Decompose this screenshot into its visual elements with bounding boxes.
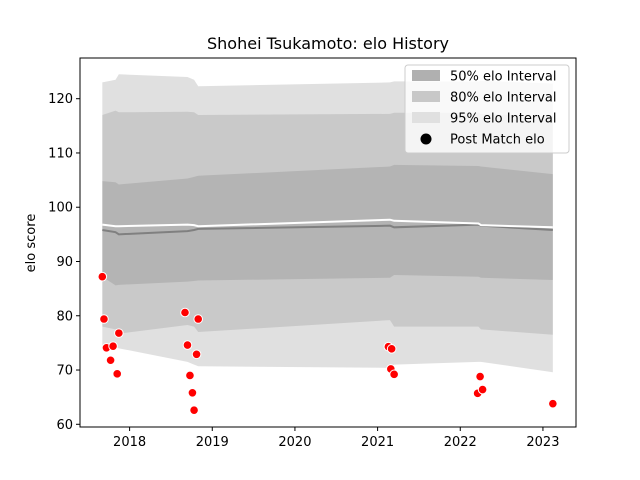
legend-swatch [412,70,440,81]
legend: 50% elo Interval 80% elo Interval 95% elo … [404,64,570,154]
y-tick-label: 120 [48,92,73,107]
post-match-elo-point [185,370,195,381]
legend-label: 50% elo Interval [450,70,557,85]
x-axis: 2018 2019 2020 2021 2022 2023 [113,427,559,450]
post-match-elo-point [548,398,558,409]
post-match-elo-point [386,344,397,354]
post-match-elo-point [475,371,485,382]
legend-swatch [412,91,440,102]
x-tick-label: 2021 [361,435,394,450]
y-tick-label: 100 [48,201,73,216]
legend-swatch [412,112,440,123]
post-match-elo-point [112,369,122,379]
y-axis-title: elo score [24,214,39,273]
x-tick-label: 2019 [196,435,229,450]
legend-label: Post Match elo [450,133,545,148]
post-match-elo-point [180,307,190,318]
post-match-elo-point [193,314,204,324]
y-axis: 60 70 80 90 100 110 120 [48,92,80,433]
post-match-elo-point [182,340,193,350]
plot-frame [79,57,577,428]
y-tick-label: 80 [56,309,73,324]
chart-title: Shohei Tsukamoto: elo History [207,34,449,53]
post-match-elo-point [114,328,124,338]
x-tick-label: 2023 [526,435,559,450]
legend-label: 80% elo Interval [450,91,557,106]
median-elo-line [102,218,553,229]
post-match-elo-point [477,384,488,395]
post-match-elo-point [108,341,118,351]
y-tick-label: 110 [48,146,73,161]
band-50 [102,164,553,286]
post-match-elo-point [187,388,198,398]
y-tick-label: 60 [56,418,73,433]
x-tick-label: 2022 [444,435,477,450]
x-tick-label: 2018 [113,435,146,450]
post-match-elo-point [191,349,202,360]
x-tick-label: 2020 [278,435,311,450]
y-tick-label: 70 [56,364,73,379]
post-match-elo-point [97,271,108,282]
post-match-elo-point [189,405,199,415]
legend-marker [420,133,432,145]
legend-box [404,64,570,154]
post-match-elo-point [105,355,116,366]
post-match-elo-point [389,369,399,380]
post-match-elo-point [99,314,109,324]
y-tick-label: 90 [56,255,73,270]
legend-label: 95% elo Interval [450,112,557,127]
